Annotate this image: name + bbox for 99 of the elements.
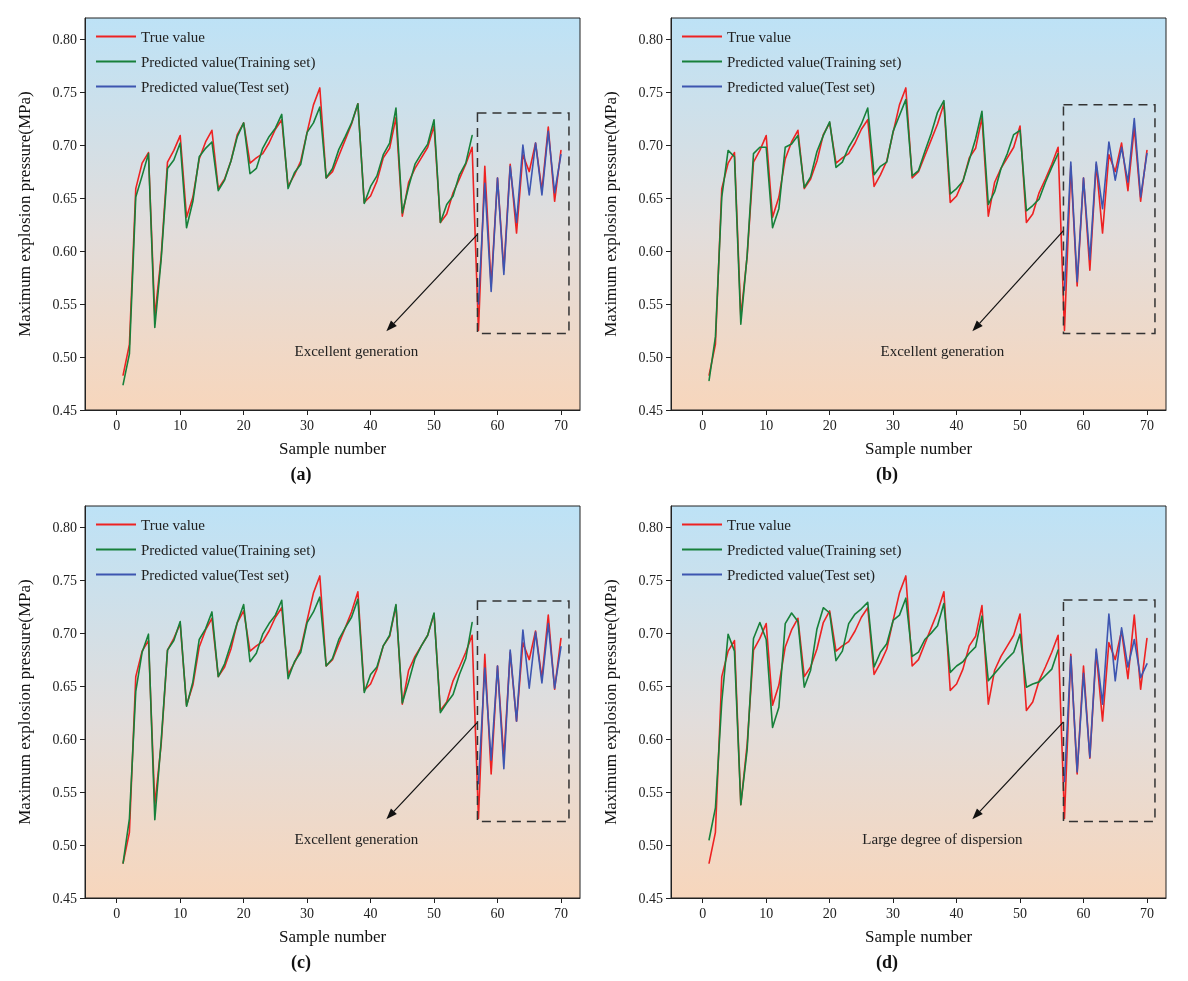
x-tick-label: 20 xyxy=(822,905,837,921)
y-axis-title: Maximum explosion pressure(MPa) xyxy=(601,579,620,825)
y-tick-label: 0.55 xyxy=(638,296,663,312)
legend-label: True value xyxy=(141,28,206,45)
x-axis-title: Sample number xyxy=(278,439,387,458)
y-tick-label: 0.75 xyxy=(52,84,77,100)
y-tick-label: 0.50 xyxy=(638,837,663,853)
y-tick-label: 0.50 xyxy=(638,349,663,365)
y-axis-title: Maximum explosion pressure(MPa) xyxy=(601,91,620,337)
x-tick-label: 30 xyxy=(886,905,901,921)
x-tick-label: 70 xyxy=(1139,417,1154,433)
y-tick-label: 0.70 xyxy=(52,137,77,153)
y-tick-label: 0.60 xyxy=(638,243,663,259)
y-tick-label: 0.50 xyxy=(52,837,77,853)
y-tick-label: 0.55 xyxy=(638,784,663,800)
line-series xyxy=(122,596,473,864)
legend-label: Predicted value(Test set) xyxy=(141,78,290,96)
legend-label: Predicted value(Test set) xyxy=(727,566,876,584)
x-tick-label: 10 xyxy=(759,905,774,921)
x-tick-label: 10 xyxy=(173,905,188,921)
line-series xyxy=(708,98,1059,382)
y-tick-label: 0.55 xyxy=(52,296,77,312)
x-tick-label: 60 xyxy=(1076,905,1091,921)
text: (b) xyxy=(876,464,898,485)
x-tick-label: 50 xyxy=(427,905,442,921)
legend-label: True value xyxy=(727,516,792,533)
y-tick-label: 0.70 xyxy=(638,137,663,153)
x-tick-label: 10 xyxy=(173,417,188,433)
y-axis-title: Maximum explosion pressure(MPa) xyxy=(15,91,34,337)
y-tick-label: 0.70 xyxy=(52,625,77,641)
y-tick-label: 0.75 xyxy=(52,572,77,588)
x-tick-label: 40 xyxy=(949,417,964,433)
legend-label: True value xyxy=(141,516,206,533)
x-tick-label: 60 xyxy=(490,417,505,433)
text: (a) xyxy=(290,464,312,485)
y-tick-label: 0.80 xyxy=(638,31,663,47)
y-tick-label: 0.45 xyxy=(52,402,77,418)
x-tick-label: 70 xyxy=(553,417,568,433)
line-series xyxy=(1063,117,1148,292)
line-series xyxy=(122,103,473,386)
line-series xyxy=(1063,613,1148,783)
y-tick-label: 0.60 xyxy=(638,731,663,747)
y-tick-label: 0.45 xyxy=(52,890,77,906)
x-tick-label: 0 xyxy=(699,905,707,921)
legend-label: Predicted value(Training set) xyxy=(727,541,902,559)
x-tick-label: 30 xyxy=(300,417,315,433)
text: (c) xyxy=(291,952,311,973)
x-axis-title: Sample number xyxy=(864,439,973,458)
x-tick-label: 0 xyxy=(113,417,121,433)
annotation: Large degree of dispersion xyxy=(862,831,1023,849)
x-tick-label: 70 xyxy=(1139,905,1154,921)
y-tick-label: 0.50 xyxy=(52,349,77,365)
y-tick-label: 0.65 xyxy=(52,190,77,206)
x-tick-label: 60 xyxy=(1076,417,1091,433)
x-tick-label: 30 xyxy=(886,417,901,433)
x-tick-label: 20 xyxy=(236,905,251,921)
y-tick-label: 0.80 xyxy=(52,519,77,535)
legend-label: Predicted value(Training set) xyxy=(141,541,316,559)
y-tick-label: 0.60 xyxy=(52,243,77,259)
x-tick-label: 20 xyxy=(822,417,837,433)
y-axis-title: Maximum explosion pressure(MPa) xyxy=(15,579,34,825)
x-tick-label: 0 xyxy=(699,417,707,433)
annotation: Excellent generation xyxy=(294,831,419,849)
x-tick-label: 50 xyxy=(427,417,442,433)
annotation: Excellent generation xyxy=(880,343,1005,361)
x-tick-label: 60 xyxy=(490,905,505,921)
y-tick-label: 0.60 xyxy=(52,731,77,747)
x-tick-label: 70 xyxy=(553,905,568,921)
y-tick-label: 0.65 xyxy=(52,678,77,694)
y-tick-label: 0.45 xyxy=(638,402,663,418)
y-tick-label: 0.65 xyxy=(638,190,663,206)
y-tick-label: 0.75 xyxy=(638,84,663,100)
x-axis-title: Sample number xyxy=(278,927,387,946)
x-tick-label: 50 xyxy=(1013,905,1028,921)
legend-label: True value xyxy=(727,28,792,45)
y-tick-label: 0.80 xyxy=(638,519,663,535)
x-tick-label: 20 xyxy=(236,417,251,433)
x-tick-label: 30 xyxy=(300,905,315,921)
x-tick-label: 0 xyxy=(113,905,121,921)
legend-label: Predicted value(Training set) xyxy=(727,53,902,71)
x-tick-label: 40 xyxy=(363,417,378,433)
x-axis-title: Sample number xyxy=(864,927,973,946)
legend-label: Predicted value(Test set) xyxy=(141,566,290,584)
text: (d) xyxy=(876,952,898,973)
x-tick-label: 40 xyxy=(363,905,378,921)
line-series xyxy=(477,130,562,305)
y-tick-label: 0.55 xyxy=(52,784,77,800)
y-tick-label: 0.45 xyxy=(638,890,663,906)
legend-label: Predicted value(Test set) xyxy=(727,78,876,96)
legend-label: Predicted value(Training set) xyxy=(141,53,316,71)
y-tick-label: 0.65 xyxy=(638,678,663,694)
x-tick-label: 50 xyxy=(1013,417,1028,433)
y-tick-label: 0.75 xyxy=(638,572,663,588)
line-series xyxy=(477,622,562,785)
y-tick-label: 0.80 xyxy=(52,31,77,47)
x-tick-label: 10 xyxy=(759,417,774,433)
y-tick-label: 0.70 xyxy=(638,625,663,641)
annotation: Excellent generation xyxy=(294,343,419,361)
x-tick-label: 40 xyxy=(949,905,964,921)
